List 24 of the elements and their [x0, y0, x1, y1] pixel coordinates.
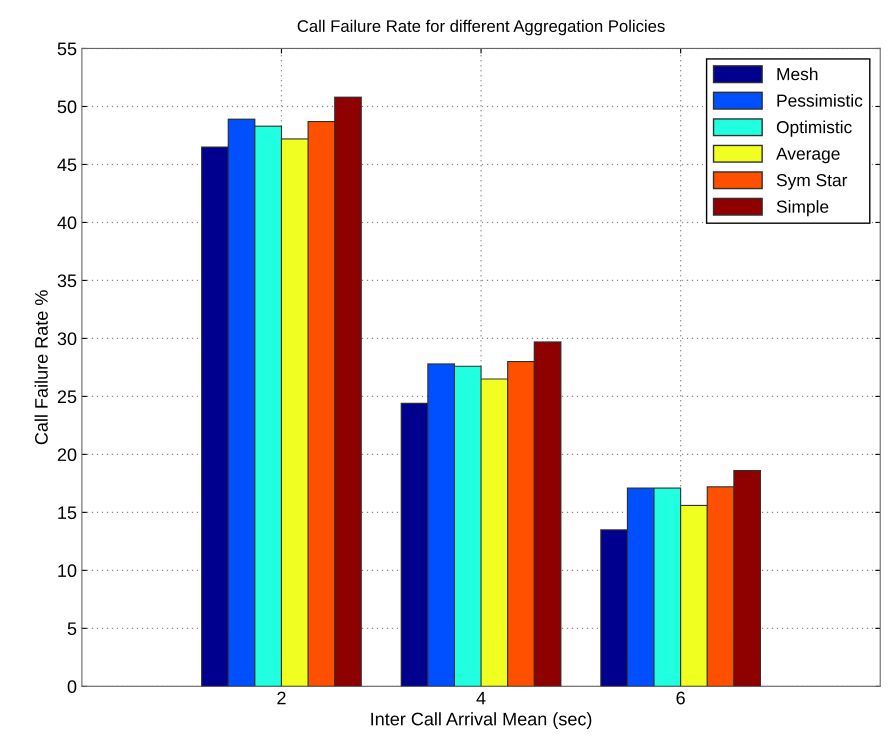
y-tick-label: 40	[57, 216, 76, 230]
legend-label: Mesh	[777, 68, 818, 80]
y-tick-label: 15	[58, 506, 76, 520]
legend-label: Pessimistic	[777, 94, 862, 107]
y-tick-label: 10	[58, 564, 76, 578]
x-axis-title: Inter Call Arrival Mean (sec)	[371, 712, 592, 729]
legend-label: Simple	[776, 200, 828, 216]
y-axis-title: Call Failure Rate %	[34, 290, 48, 444]
y-tick-label: 25	[58, 390, 76, 404]
x-tick-label: 6	[676, 692, 685, 704]
y-tick-label: 55	[58, 42, 76, 56]
legend-label: Optimistic	[776, 120, 852, 137]
y-tick-label: 0	[68, 680, 76, 694]
chart-title: Call Failure Rate for different Aggregation Policies	[298, 20, 665, 36]
legend-label: Sym Star	[776, 174, 848, 190]
y-tick-label: 45	[57, 158, 76, 172]
x-tick-label: 2	[277, 692, 286, 704]
y-tick-label: 50	[58, 100, 76, 114]
y-tick-label: 30	[58, 332, 76, 346]
y-tick-label: 5	[68, 622, 76, 636]
y-tick-label: 35	[58, 274, 76, 288]
x-tick-label: 4	[476, 692, 486, 704]
y-tick-label: 20	[58, 448, 76, 462]
legend-label: Average	[776, 148, 840, 164]
